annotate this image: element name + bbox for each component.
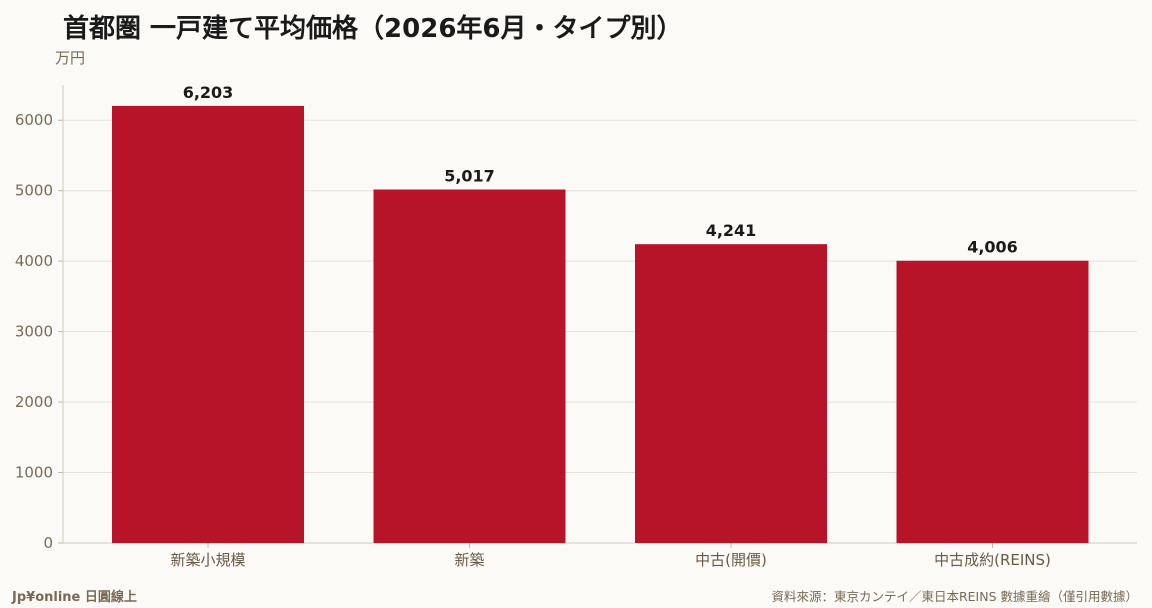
y-tick-label: 6000 (15, 111, 53, 129)
bar (896, 260, 1089, 543)
bar-value-label: 4,006 (967, 238, 1018, 257)
y-axis-unit-label: 万円 (55, 49, 85, 67)
y-tick-label: 5000 (15, 182, 53, 200)
y-tick-label: 2000 (15, 393, 53, 411)
chart-title: 首都圏 一戸建て平均価格（2026年6月・タイプ別） (63, 13, 683, 44)
bar-value-label: 5,017 (444, 166, 495, 185)
source-footer: 資料來源：東京カンテイ／東日本REINS 數據重繪（僅引用數據） (771, 589, 1138, 604)
bar (373, 189, 566, 544)
labels: 6,203 新築小規模 5,017 新築 4,241 中古(開價) 4,006 中古成約(RE… (170, 83, 1050, 569)
x-tick-label: 新築小規模 (170, 551, 245, 569)
brand-footer: Jp¥online 日圓線上 (12, 590, 137, 605)
bar-value-label: 6,203 (183, 83, 234, 102)
y-tick-label: 0 (43, 534, 53, 552)
bar (635, 244, 827, 544)
y-tick-label: 1000 (15, 464, 53, 482)
bars (112, 105, 1089, 544)
bar-value-label: 4,241 (706, 221, 757, 240)
bar (112, 105, 304, 544)
y-tick-label: 4000 (15, 252, 53, 270)
y-tick-label: 3000 (15, 323, 53, 341)
x-tick-label: 中古(開價) (695, 551, 767, 569)
x-tick-label: 新築 (454, 551, 484, 569)
x-tick-label: 中古成約(REINS) (934, 551, 1051, 569)
